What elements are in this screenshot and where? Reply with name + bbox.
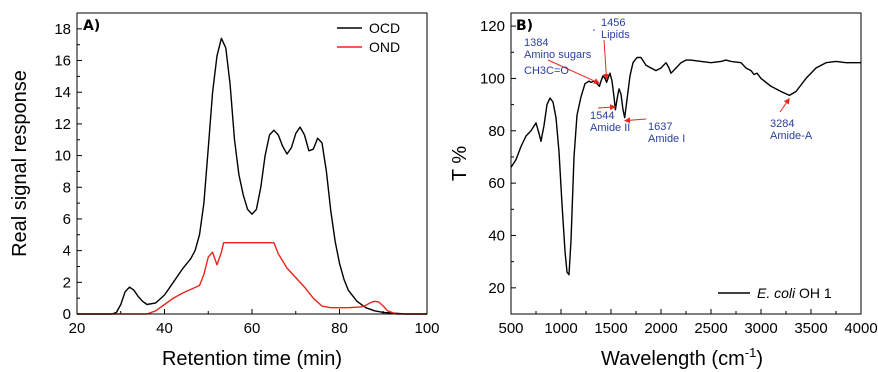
annotation-4-arrow xyxy=(624,117,647,124)
annotation-5-arrow xyxy=(779,97,790,113)
annotation-4-line-1: Amide I xyxy=(648,133,685,145)
annotation-1: CH3C=O xyxy=(524,65,569,77)
panel-a-ticks: 20 40 60 80 100 0 2 4 6 8 10 12 14 16 18 xyxy=(54,21,439,337)
series-line-ocd xyxy=(77,37,427,315)
legend-italic-part: E. coli xyxy=(757,285,796,301)
annotation-dot xyxy=(593,29,595,31)
y-tick-label-6: 12 xyxy=(54,116,71,133)
legend-rest-part: OH 1 xyxy=(795,285,832,301)
x-tick-label-2: 1500 xyxy=(594,320,627,337)
y-tick-label-1: 2 xyxy=(63,274,71,291)
x-tick-label-0: 500 xyxy=(498,320,523,337)
panel-b-legend: E. coli OH 1 xyxy=(718,285,832,301)
y-tick-label-0: 20 xyxy=(488,280,505,297)
panel-b: 500 1000 1500 2000 2500 3000 3500 4000 20 40 60 80 1… xyxy=(449,12,878,370)
legend-label-ocd: OCD xyxy=(369,20,400,36)
annotation-3-arrow xyxy=(597,104,616,111)
annotation-2-arrow xyxy=(603,39,610,80)
x-tick-label-4: 100 xyxy=(414,320,439,337)
x-label-main: Wavelength (cm xyxy=(601,348,745,370)
panel-a: 20 40 60 80 100 0 2 4 6 8 10 12 14 16 18 A) Retention … xyxy=(9,12,440,370)
annotation-1-line-0: CH3C=O xyxy=(524,65,569,77)
annotation-2-line-0: 1456 xyxy=(601,17,625,29)
annotation-5-line-1: Amide-A xyxy=(770,130,813,142)
panel-b-label: B) xyxy=(516,18,533,34)
panel-a-x-axis-label: Retention time (min) xyxy=(162,348,342,370)
panel-a-label: A) xyxy=(83,18,100,34)
x-tick-label-3: 80 xyxy=(331,320,348,337)
annotation-5-line-0: 3284 xyxy=(770,118,794,130)
x-tick-label-1: 1000 xyxy=(544,320,577,337)
x-tick-label-5: 3000 xyxy=(744,320,777,337)
panel-b-plot-frame xyxy=(510,12,862,315)
x-tick-label-6: 3500 xyxy=(794,320,827,337)
panel-a-plot-frame xyxy=(76,12,428,315)
y-tick-label-3: 6 xyxy=(63,211,71,228)
y-tick-label-3: 80 xyxy=(488,123,505,140)
panel-b-y-axis-label: T % xyxy=(449,146,471,181)
annotation-3-line-0: 1544 xyxy=(590,110,614,122)
annotation-3-line-1: Amide II xyxy=(590,122,630,134)
y-tick-label-5: 10 xyxy=(54,148,71,165)
y-tick-label-0: 0 xyxy=(63,306,71,323)
x-tick-label-2: 60 xyxy=(244,320,261,337)
y-tick-label-9: 18 xyxy=(54,21,71,38)
annotation-0-line-1: Amino sugars xyxy=(524,49,592,61)
x-label-superscript: -1 xyxy=(745,345,757,360)
y-tick-label-5: 120 xyxy=(480,18,505,35)
panel-b-ticks: 500 1000 1500 2000 2500 3000 3500 4000 20 40 60 80 1… xyxy=(480,18,878,337)
y-tick-label-4: 8 xyxy=(63,179,71,196)
x-label-end: ) xyxy=(756,348,763,370)
annotation-2-line-1: Lipids xyxy=(601,29,630,41)
panel-b-series xyxy=(510,56,861,276)
panel-a-series xyxy=(77,37,427,315)
series-line-ecoli xyxy=(510,56,861,276)
panel-b-x-axis-label: Wavelength (cm-1) xyxy=(601,345,763,370)
y-tick-label-4: 100 xyxy=(480,70,505,87)
y-tick-label-8: 16 xyxy=(54,53,71,70)
series-line-ond xyxy=(77,242,427,315)
x-tick-label-1: 40 xyxy=(156,320,173,337)
panel-a-y-axis-label: Real signal response xyxy=(9,70,31,257)
panel-a-legend: OCD OND xyxy=(337,20,400,55)
y-tick-label-7: 14 xyxy=(54,84,71,101)
x-tick-label-4: 2500 xyxy=(694,320,727,337)
annotation-0-arrow xyxy=(547,59,600,84)
x-tick-label-3: 2000 xyxy=(644,320,677,337)
y-tick-label-2: 60 xyxy=(488,175,505,192)
legend-label-ond: OND xyxy=(369,39,400,55)
x-tick-label-7: 4000 xyxy=(844,320,877,337)
annotation-0-line-0: 1384 xyxy=(524,37,548,49)
y-tick-label-2: 4 xyxy=(63,243,71,260)
x-tick-label-0: 20 xyxy=(69,320,86,337)
y-tick-label-1: 40 xyxy=(488,227,505,244)
legend-label-ecoli: E. coli OH 1 xyxy=(757,285,832,301)
annotation-4-line-0: 1637 xyxy=(648,121,672,133)
